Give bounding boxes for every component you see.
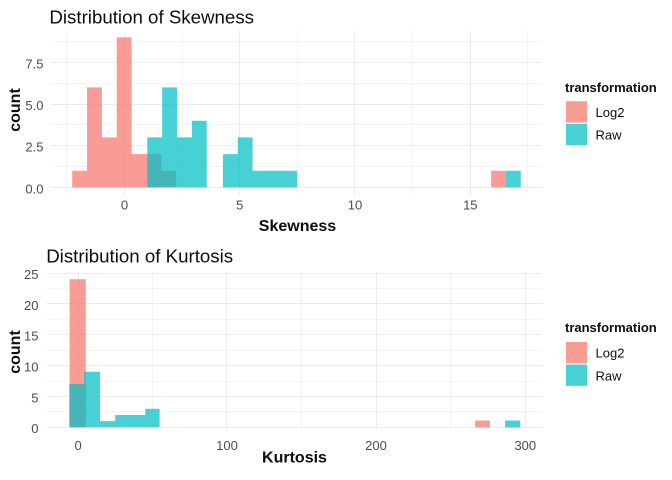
svg-text:Raw: Raw (596, 369, 623, 384)
svg-text:100: 100 (216, 438, 238, 453)
svg-text:5: 5 (236, 198, 243, 213)
svg-text:20: 20 (24, 298, 38, 313)
svg-text:Distribution of Kurtosis: Distribution of Kurtosis (46, 245, 233, 266)
svg-text:7.5: 7.5 (25, 56, 43, 71)
svg-text:Log2: Log2 (596, 105, 625, 120)
svg-text:0.0: 0.0 (25, 181, 43, 196)
svg-text:0: 0 (74, 438, 81, 453)
svg-text:10: 10 (348, 198, 362, 213)
svg-text:Log2: Log2 (596, 346, 625, 361)
svg-text:Kurtosis: Kurtosis (262, 450, 327, 467)
svg-text:0: 0 (121, 198, 128, 213)
svg-text:15: 15 (463, 198, 477, 213)
svg-text:Raw: Raw (596, 127, 623, 142)
svg-text:2.5: 2.5 (25, 140, 43, 155)
svg-text:0: 0 (31, 421, 38, 436)
svg-text:count: count (7, 88, 24, 132)
svg-text:25: 25 (24, 267, 38, 282)
svg-text:transformation: transformation (565, 320, 657, 335)
svg-text:Skewness: Skewness (259, 218, 336, 235)
svg-text:transformation: transformation (565, 80, 657, 95)
svg-text:5: 5 (31, 390, 38, 405)
svg-text:300: 300 (514, 438, 536, 453)
svg-text:5.0: 5.0 (25, 98, 43, 113)
svg-text:Distribution of Skewness: Distribution of Skewness (49, 6, 254, 27)
svg-text:10: 10 (24, 360, 38, 375)
svg-text:count: count (7, 330, 24, 374)
svg-text:15: 15 (24, 329, 38, 344)
svg-text:200: 200 (365, 438, 387, 453)
